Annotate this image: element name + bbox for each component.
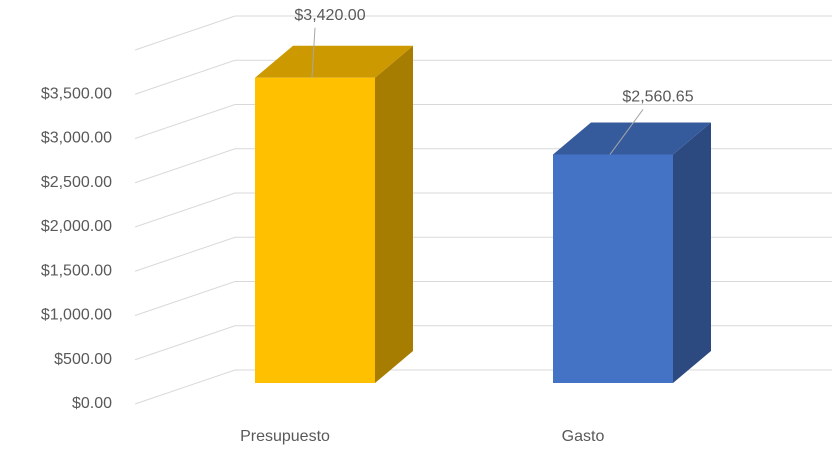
grid-line <box>134 148 832 184</box>
y-tick-label: $2,500.00 <box>41 174 112 191</box>
bar-top <box>553 122 711 155</box>
y-tick-label: $2,000.00 <box>41 218 112 235</box>
leader-line <box>311 27 316 78</box>
y-tick-label: $500.00 <box>54 351 112 368</box>
grid-line <box>134 369 832 405</box>
grid-frame <box>134 15 832 51</box>
grid-line <box>134 325 832 361</box>
bar-side <box>375 45 413 383</box>
data-label: $2,560.65 <box>622 89 693 106</box>
x-tick-label: Presupuesto <box>240 428 330 445</box>
bar <box>255 77 375 383</box>
x-tick-label: Gasto <box>562 428 605 445</box>
grid-line <box>134 281 832 316</box>
grid-line <box>134 104 832 139</box>
leader-line <box>609 109 644 155</box>
bar-side <box>673 122 711 384</box>
grid-line <box>134 192 832 228</box>
y-tick-label: $3,000.00 <box>41 130 112 147</box>
bar-top <box>255 45 413 78</box>
data-label: $3,420.00 <box>294 7 365 24</box>
y-tick-label: $1,500.00 <box>41 262 112 279</box>
bar <box>553 154 673 383</box>
y-tick-label: $0.00 <box>72 395 112 412</box>
grid-line <box>134 236 832 272</box>
y-tick-label: $1,000.00 <box>41 307 112 324</box>
y-tick-label: $3,500.00 <box>41 85 112 102</box>
grid-line <box>134 59 832 95</box>
